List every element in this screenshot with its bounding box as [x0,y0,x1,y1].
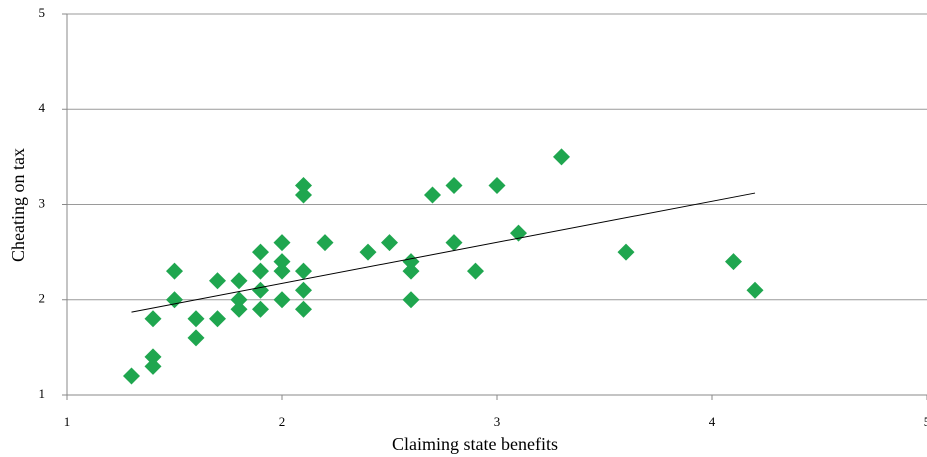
y-tick-label: 1 [39,386,46,401]
x-axis-title: Claiming state benefits [392,434,558,454]
point [725,253,742,271]
point [144,348,162,366]
point [295,176,312,194]
y-tick-label: 3 [39,195,46,210]
x-tick-label: 2 [279,414,286,429]
point [295,262,312,280]
point [467,262,484,280]
point [209,272,226,290]
point [252,300,269,318]
point [273,234,291,252]
point [295,300,312,318]
point [273,253,291,271]
x-tick-label: 5 [924,414,927,429]
y-tick-label: 5 [39,5,46,20]
x-tick-label: 3 [494,414,501,429]
point [316,234,334,252]
y-tick-label: 4 [39,100,46,115]
point [746,281,764,299]
point [273,291,291,309]
point [617,243,635,261]
point [209,310,226,328]
y-axis-title: Cheating on tax [8,148,28,262]
point [424,186,441,204]
point [295,186,312,204]
point [359,243,377,261]
point [187,329,205,347]
point [252,262,269,280]
point [230,300,248,318]
point [144,357,162,375]
point [402,253,420,271]
y-tick-label: 2 [39,291,46,306]
trendline [131,192,756,313]
point [553,148,570,166]
x-tick-label: 4 [709,414,716,429]
point [488,176,506,194]
x-tick-label: 1 [64,414,71,429]
point [445,234,463,252]
point [295,281,312,299]
point [252,243,269,261]
point [402,262,420,280]
point [230,291,248,309]
point [144,310,162,328]
point [166,291,183,309]
point [445,176,463,194]
point [252,281,269,299]
point [123,367,140,385]
point [402,291,420,309]
point [166,262,183,280]
point [230,272,248,290]
point [381,234,398,252]
point [273,262,291,280]
point [187,310,205,328]
